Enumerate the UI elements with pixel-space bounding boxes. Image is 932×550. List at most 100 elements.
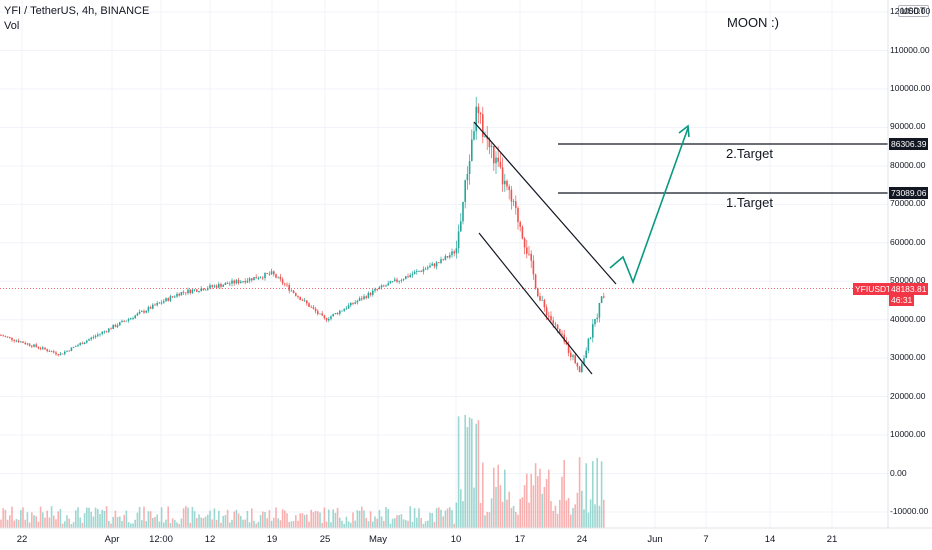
candle-body — [532, 260, 535, 275]
volume-bar — [405, 520, 407, 528]
volume-bar — [288, 521, 290, 528]
candle-body — [497, 157, 499, 162]
candle-body — [136, 313, 139, 316]
volume-bar — [24, 519, 26, 528]
volume-bar — [567, 497, 570, 528]
volume-bar — [389, 523, 392, 528]
candle-body — [103, 331, 106, 333]
volume-bar — [253, 520, 255, 528]
volume-bar — [385, 507, 387, 528]
volume-bar — [565, 500, 568, 528]
candle-body — [374, 289, 376, 291]
candle-body — [79, 343, 81, 346]
volume-bar — [499, 485, 502, 528]
candle-body — [383, 285, 385, 287]
volume-bar — [171, 518, 174, 528]
candle-body — [240, 281, 242, 284]
volume-bar — [416, 517, 418, 528]
volume-bar — [589, 499, 592, 528]
time-axis-label: 12:00 — [149, 534, 173, 545]
volume-bar — [460, 489, 462, 528]
volume-bar — [585, 463, 587, 528]
volume-bar — [592, 461, 594, 528]
volume-bar — [563, 459, 565, 528]
candle-body — [460, 221, 462, 232]
candle-body — [438, 262, 440, 264]
candle-body — [493, 145, 495, 164]
volume-bar — [374, 516, 376, 528]
candle-body — [321, 313, 323, 316]
volume-bar — [77, 507, 79, 528]
candle-body — [75, 346, 77, 347]
candle-body — [147, 307, 150, 311]
candle-body — [26, 343, 29, 345]
candle-body — [37, 346, 40, 349]
volume-bar — [332, 509, 334, 528]
volume-bar — [33, 515, 35, 528]
candle-body — [86, 340, 88, 343]
candle-body — [466, 173, 469, 181]
candle-body — [167, 298, 169, 301]
volume-bar — [537, 476, 539, 528]
volume-bar — [350, 522, 352, 528]
volume-bar — [57, 511, 59, 528]
candle-body — [211, 285, 213, 287]
candle-body — [411, 274, 414, 276]
candle-body — [303, 300, 306, 302]
candle-body — [99, 333, 101, 335]
candle-body — [389, 281, 392, 284]
volume-bar — [603, 499, 605, 528]
volume-bar — [123, 514, 125, 528]
candle-body — [504, 180, 506, 185]
candle-body — [288, 285, 290, 291]
volume-bar — [570, 514, 572, 528]
candle-body — [444, 256, 447, 260]
symbol-title[interactable]: YFI / TetherUS, 4h, BINANCE — [4, 5, 150, 17]
candle-body — [563, 334, 565, 342]
volume-bar — [244, 519, 246, 528]
volume-bar — [440, 509, 442, 528]
volume-bar — [37, 521, 40, 528]
candle-body — [574, 355, 576, 363]
candle-body — [600, 296, 603, 303]
volume-indicator-label[interactable]: Vol — [4, 20, 20, 32]
candle-body — [345, 308, 348, 310]
candle-body — [248, 278, 251, 281]
candle-body — [387, 283, 389, 286]
candle-body — [70, 347, 73, 351]
volume-bar — [163, 522, 165, 528]
volume-bar — [132, 523, 134, 528]
candle-body — [297, 295, 299, 297]
currency-button[interactable]: USDT — [898, 5, 929, 17]
channel-upper-line — [473, 121, 617, 285]
volume-bar — [438, 507, 440, 528]
volume-bar — [110, 523, 112, 528]
time-axis-label: 17 — [514, 534, 526, 545]
volume-bar — [444, 510, 447, 528]
candle-body — [165, 298, 167, 302]
volume-bar — [479, 502, 482, 528]
volume-bar — [413, 508, 416, 528]
volume-bar — [314, 511, 317, 528]
volume-bar — [587, 512, 590, 528]
volume-bar — [462, 501, 464, 528]
volume-bar — [125, 510, 128, 528]
candle-body — [559, 329, 561, 334]
volume-bar — [174, 520, 176, 528]
volume-bar — [209, 510, 211, 528]
channel-lower-line — [478, 232, 593, 375]
candle-body — [132, 318, 134, 319]
candle-body — [2, 335, 4, 337]
candle-body — [572, 355, 574, 357]
volume-bar — [143, 506, 145, 528]
candle-body — [143, 311, 145, 313]
candle-body — [475, 106, 477, 132]
candle-body — [178, 293, 180, 296]
candle-body — [64, 351, 66, 354]
volume-bar — [451, 510, 453, 528]
candle-body — [39, 348, 42, 349]
candle-body — [464, 180, 466, 202]
candle-body — [57, 354, 59, 356]
candle-body — [517, 207, 519, 223]
